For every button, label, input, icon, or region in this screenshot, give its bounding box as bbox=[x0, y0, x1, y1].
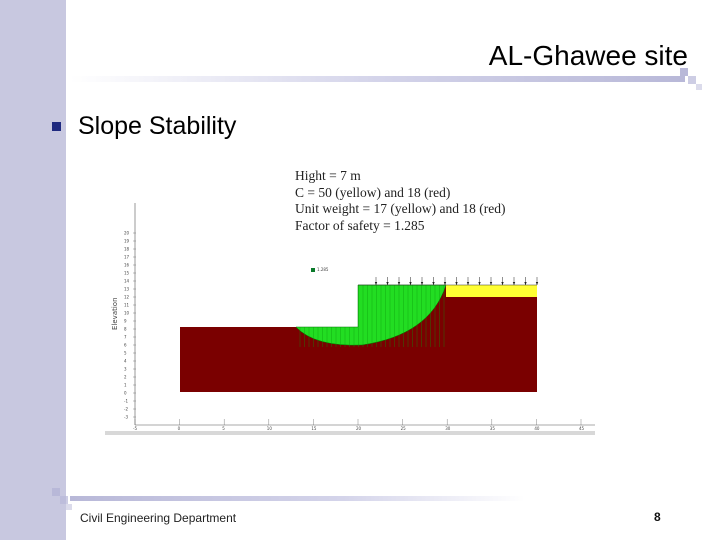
x-tick-label: 15 bbox=[311, 426, 317, 431]
x-tick-label: 5 bbox=[222, 426, 225, 431]
load-arrowhead bbox=[432, 282, 435, 285]
title-divider bbox=[70, 76, 685, 82]
x-tick-label: 35 bbox=[490, 426, 496, 431]
bullet-text: Slope Stability bbox=[78, 112, 237, 140]
y-tick-label: 11 bbox=[124, 303, 130, 308]
y-axis-label: Elevation bbox=[111, 297, 119, 330]
y-tick-label: 19 bbox=[124, 239, 130, 244]
y-tick-label: 14 bbox=[124, 279, 130, 284]
page-number: 8 bbox=[654, 510, 661, 524]
y-tick-label: 3 bbox=[124, 367, 127, 372]
y-tick-label: 5 bbox=[124, 351, 127, 356]
y-tick-label: 9 bbox=[124, 319, 127, 324]
x-tick-label: 40 bbox=[534, 426, 540, 431]
load-arrowhead bbox=[409, 282, 412, 285]
load-arrowhead bbox=[489, 282, 493, 285]
y-tick-label: 16 bbox=[124, 263, 130, 268]
slip-surface-mass bbox=[295, 284, 447, 346]
x-tick-label: 10 bbox=[267, 426, 273, 431]
y-tick-label: 7 bbox=[124, 335, 127, 340]
fs-center-marker bbox=[311, 268, 315, 272]
y-tick-label: 13 bbox=[124, 287, 130, 292]
y-tick-label: 1 bbox=[124, 383, 127, 388]
decor-square bbox=[696, 84, 702, 90]
x-tick-label: 25 bbox=[401, 426, 407, 431]
load-arrowhead bbox=[386, 282, 389, 285]
decor-square bbox=[60, 496, 68, 504]
info-factor-of-safety: Factor of safety = 1.285 bbox=[295, 217, 425, 233]
load-arrowhead bbox=[512, 282, 516, 285]
info-height: Hight = 7 m bbox=[295, 168, 361, 183]
x-tick-label: 20 bbox=[356, 426, 362, 431]
decor-square bbox=[66, 504, 72, 510]
y-tick-label: 6 bbox=[124, 343, 127, 348]
y-tick-label: 8 bbox=[124, 327, 127, 332]
x-tick-label: 0 bbox=[178, 426, 181, 431]
load-arrowhead bbox=[466, 282, 470, 285]
info-cohesion: C = 50 (yellow) and 18 (red) bbox=[295, 184, 451, 200]
x-tick-label: 45 bbox=[579, 426, 585, 431]
left-accent-bar bbox=[0, 0, 66, 540]
fs-marker-label: 1.285 bbox=[317, 267, 329, 272]
decor-square bbox=[52, 488, 60, 496]
y-tick-label: 12 bbox=[124, 295, 130, 300]
load-arrowhead bbox=[535, 282, 539, 285]
x-tick-label: 30 bbox=[445, 426, 451, 431]
decor-square bbox=[680, 68, 688, 76]
footer-divider bbox=[70, 496, 525, 501]
decor-square bbox=[688, 76, 696, 84]
y-tick-label: 17 bbox=[124, 255, 130, 260]
y-tick-label: 10 bbox=[124, 311, 130, 316]
load-arrowhead bbox=[397, 282, 401, 285]
footer-department: Civil Engineering Department bbox=[80, 511, 237, 525]
load-arrowhead bbox=[524, 282, 527, 285]
slope-stability-figure: 20 19 18 17 16 15 14 13 12 11 10 9 8 7 6 5 4 3 2 1 0 -1 -2 -3 -… bbox=[100, 155, 600, 440]
y-tick-label: 4 bbox=[124, 359, 127, 364]
load-arrowhead bbox=[374, 282, 378, 285]
slide-title: AL-Ghawee site bbox=[488, 40, 688, 71]
bullet-icon bbox=[52, 122, 61, 131]
slope-info-box: Hight = 7 m C = 50 (yellow) and 18 (red)… bbox=[295, 168, 506, 234]
y-tick-label: -3 bbox=[124, 415, 128, 420]
load-arrowhead bbox=[501, 282, 504, 285]
y-tick-label: 2 bbox=[124, 375, 127, 380]
y-tick-label: 15 bbox=[124, 271, 130, 276]
y-tick-label: 0 bbox=[124, 391, 127, 396]
x-tick-label: -5 bbox=[133, 426, 137, 431]
y-tick-label: 18 bbox=[124, 247, 130, 252]
load-arrowhead bbox=[478, 282, 481, 285]
y-tick-label: -2 bbox=[124, 407, 128, 412]
load-arrowhead bbox=[443, 282, 447, 285]
y-tick-label: 20 bbox=[124, 231, 130, 236]
y-tick-label: -1 bbox=[124, 399, 128, 404]
load-arrowhead bbox=[455, 282, 458, 285]
yellow-soil-layer bbox=[446, 285, 537, 297]
info-unit-weight: Unit weight = 17 (yellow) and 18 (red) bbox=[295, 201, 506, 216]
load-arrowhead bbox=[420, 282, 424, 285]
scrollbar-track bbox=[105, 431, 595, 435]
